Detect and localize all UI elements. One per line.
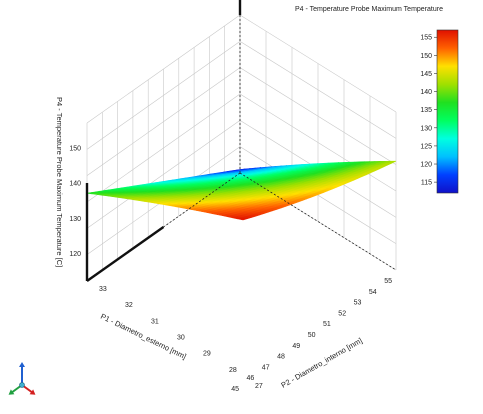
gridline	[86, 41, 241, 150]
gridline	[86, 93, 241, 203]
x-axis-title: P1 - Diametro_esterno [mm]	[99, 312, 188, 361]
gridline	[86, 120, 241, 229]
z-tick-label: 130	[69, 216, 81, 223]
colorbar-tick-label: 130	[420, 125, 432, 132]
y-tick-label: 27	[255, 383, 263, 390]
orientation-triad	[8, 362, 36, 395]
colorbar-tick-label: 120	[420, 162, 432, 169]
hidden-box-edges	[86, 15, 397, 282]
x-tick-label: 47	[262, 364, 270, 371]
z-tick-label: 120	[69, 251, 81, 258]
triad-origin	[19, 382, 25, 388]
x-axis-line	[86, 226, 165, 282]
y-tick-label: 33	[99, 286, 107, 293]
triad-y-arrow-head	[8, 389, 15, 395]
x-tick-label: 55	[384, 278, 392, 285]
triad-z-arrow-head	[19, 362, 25, 367]
colorbar-tick-label: 140	[420, 89, 432, 96]
gridline	[86, 14, 241, 124]
gridline	[239, 93, 397, 192]
colorbar-tick-label: 150	[420, 53, 432, 60]
x-tick-label: 52	[338, 310, 346, 317]
tick-labels: 45 46 47 48 49 50 51 52 53 54 55 27 28 29 30 31 32 33 120 1…	[69, 146, 392, 393]
hidden-edge	[239, 172, 397, 271]
colorbar-tick-label: 115	[421, 180, 432, 187]
triad-x-arrow-head	[29, 389, 36, 395]
colorbar-tick-label: 135	[420, 107, 432, 114]
gridline	[239, 14, 397, 113]
colorbar-gradient	[436, 29, 459, 194]
x-tick-label: 51	[323, 321, 331, 328]
axes	[85, 0, 242, 282]
y-tick-label: 31	[151, 318, 159, 325]
x-tick-label: 53	[354, 300, 362, 307]
colorbar-ticks: 115 120 125 130 135 140 145 150 155	[420, 35, 437, 187]
y-tick-label: 30	[177, 335, 185, 342]
z-tick-label: 140	[69, 181, 81, 188]
response-surface	[86, 160, 397, 221]
colorbar-tick-label: 155	[420, 35, 432, 42]
z-axis-title: P4 - Temperature Probe Maximum Temperatu…	[55, 97, 64, 267]
surface-patch	[237, 217, 248, 221]
x-tick-label: 49	[292, 343, 300, 350]
x-tick-label: 46	[247, 375, 255, 382]
colorbar: 115 120 125 130 135 140 145 150 155	[420, 29, 459, 194]
colorbar-tick-label: 125	[420, 143, 432, 150]
gridline	[86, 67, 241, 176]
x-tick-label: 48	[277, 354, 285, 361]
x-tick-label: 54	[369, 289, 377, 296]
colorbar-tick-label: 145	[420, 71, 432, 78]
y-tick-label: 28	[229, 367, 237, 374]
y-tick-label: 32	[125, 302, 133, 309]
z-tick-label: 150	[69, 146, 81, 153]
gridline	[239, 41, 397, 139]
x-tick-label: 45	[231, 386, 239, 393]
x-tick-label: 50	[308, 332, 316, 339]
gridline	[239, 146, 397, 244]
gridline	[239, 67, 397, 165]
y-tick-label: 29	[203, 351, 211, 358]
chart-title: P4 - Temperature Probe Maximum Temperatu…	[295, 6, 443, 13]
